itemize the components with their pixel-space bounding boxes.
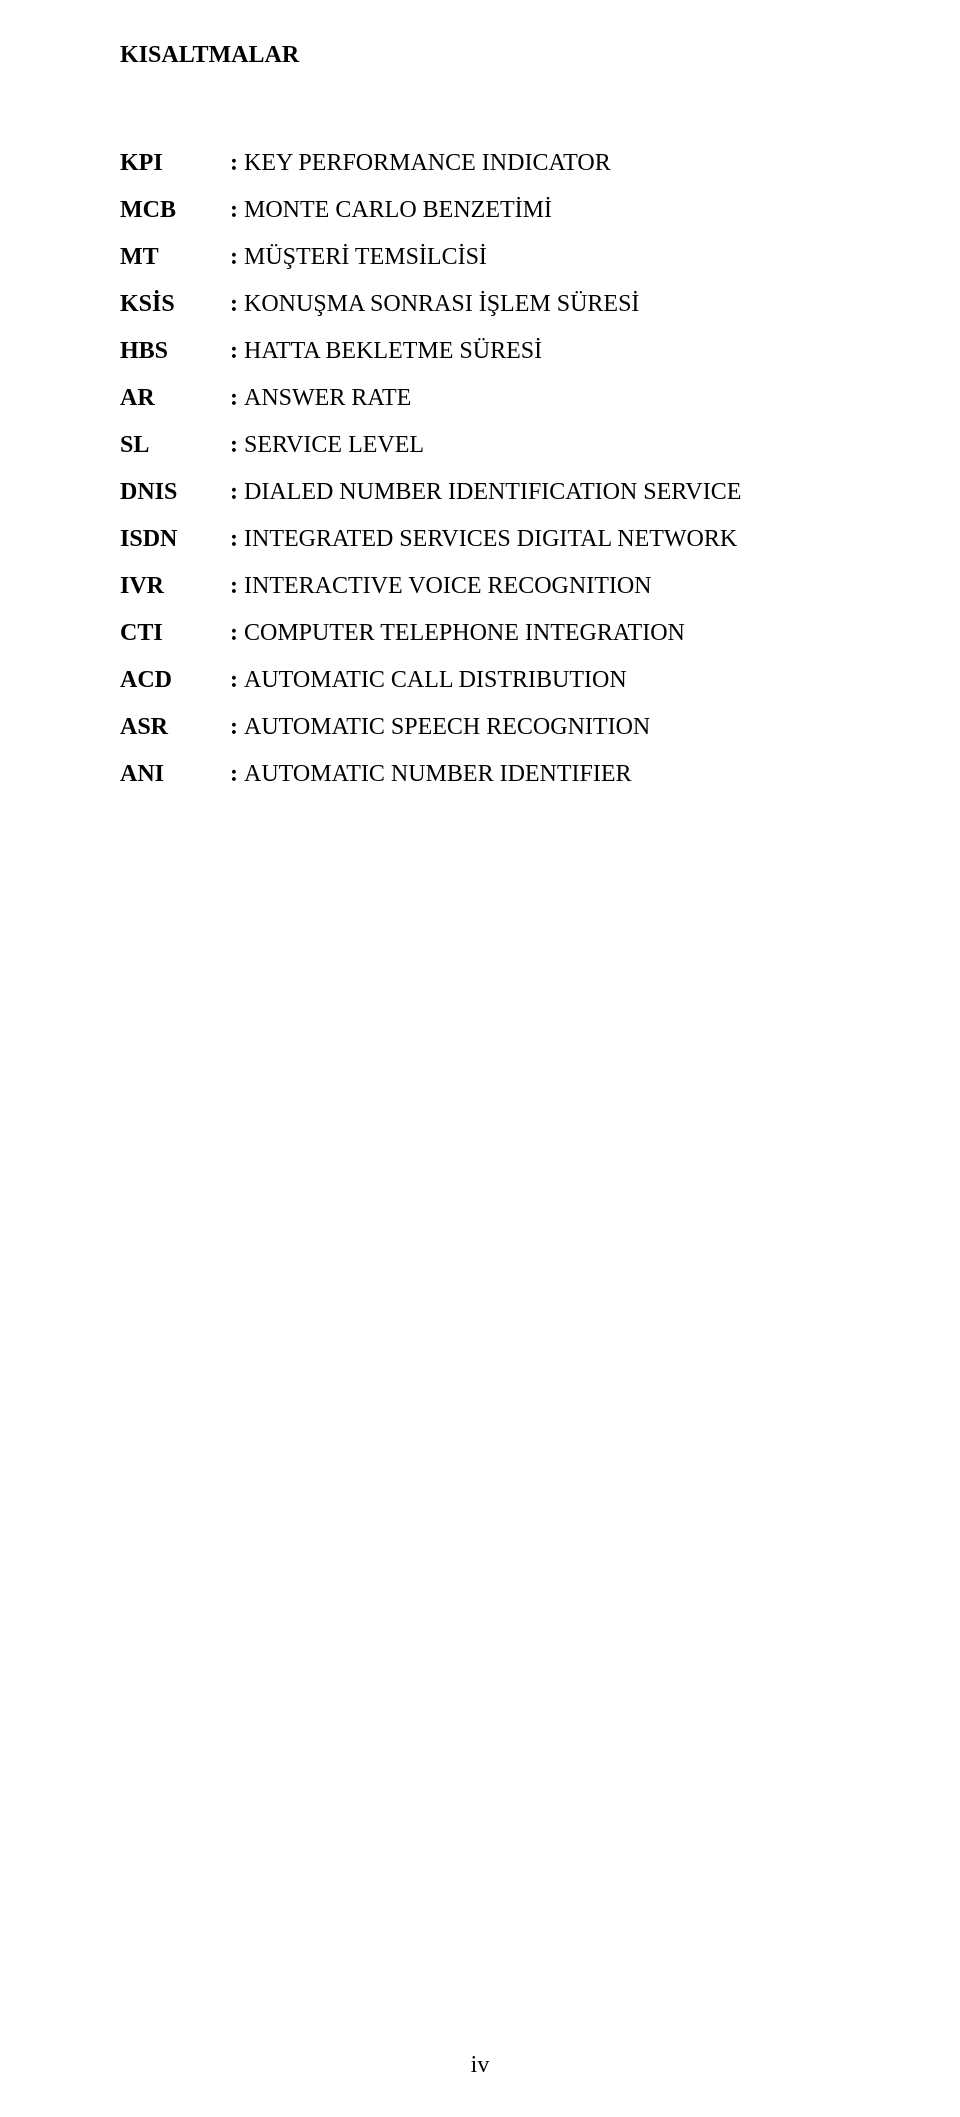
table-row: HBS : HATTA BEKLETME SÜRESİ [120,339,880,363]
table-row: SL : SERVICE LEVEL [120,433,880,457]
definition: SERVICE LEVEL [244,433,880,457]
page-title: KISALTMALAR [120,42,880,69]
abbreviation: ASR [120,715,230,739]
page-number: iv [0,2052,960,2079]
abbreviation: KPI [120,151,230,175]
colon-separator: : [230,245,244,269]
table-row: ACD : AUTOMATIC CALL DISTRIBUTION [120,668,880,692]
definition: MÜŞTERİ TEMSİLCİSİ [244,245,880,269]
definition: COMPUTER TELEPHONE INTEGRATION [244,621,880,645]
colon-separator: : [230,621,244,645]
abbreviation: AR [120,386,230,410]
colon-separator: : [230,339,244,363]
abbreviation: MT [120,245,230,269]
table-row: KPI : KEY PERFORMANCE INDICATOR [120,151,880,175]
definition: HATTA BEKLETME SÜRESİ [244,339,880,363]
colon-separator: : [230,762,244,786]
abbreviation: IVR [120,574,230,598]
colon-separator: : [230,433,244,457]
abbreviation: ACD [120,668,230,692]
colon-separator: : [230,151,244,175]
definition: ANSWER RATE [244,386,880,410]
table-row: MCB : MONTE CARLO BENZETİMİ [120,198,880,222]
definition: AUTOMATIC SPEECH RECOGNITION [244,715,880,739]
abbreviation: ISDN [120,527,230,551]
definition: AUTOMATIC CALL DISTRIBUTION [244,668,880,692]
colon-separator: : [230,292,244,316]
abbreviation: MCB [120,198,230,222]
table-row: DNIS : DIALED NUMBER IDENTIFICATION SERV… [120,480,880,504]
table-row: KSİS : KONUŞMA SONRASI İŞLEM SÜRESİ [120,292,880,316]
definition: INTEGRATED SERVICES DIGITAL NETWORK [244,527,880,551]
colon-separator: : [230,480,244,504]
table-row: IVR : INTERACTIVE VOICE RECOGNITION [120,574,880,598]
definition: KONUŞMA SONRASI İŞLEM SÜRESİ [244,292,880,316]
table-row: ANI : AUTOMATIC NUMBER IDENTIFIER [120,762,880,786]
definition: INTERACTIVE VOICE RECOGNITION [244,574,880,598]
abbreviation: KSİS [120,292,230,316]
abbreviation: ANI [120,762,230,786]
abbreviation: SL [120,433,230,457]
colon-separator: : [230,527,244,551]
table-row: CTI : COMPUTER TELEPHONE INTEGRATION [120,621,880,645]
abbreviation: CTI [120,621,230,645]
colon-separator: : [230,668,244,692]
abbreviation: DNIS [120,480,230,504]
abbreviation: HBS [120,339,230,363]
table-row: MT : MÜŞTERİ TEMSİLCİSİ [120,245,880,269]
colon-separator: : [230,715,244,739]
colon-separator: : [230,574,244,598]
definition: AUTOMATIC NUMBER IDENTIFIER [244,762,880,786]
definition: KEY PERFORMANCE INDICATOR [244,151,880,175]
colon-separator: : [230,386,244,410]
colon-separator: : [230,198,244,222]
definition: DIALED NUMBER IDENTIFICATION SERVICE [244,480,880,504]
definition: MONTE CARLO BENZETİMİ [244,198,880,222]
page-container: KISALTMALAR KPI : KEY PERFORMANCE INDICA… [0,0,960,2117]
table-row: ASR : AUTOMATIC SPEECH RECOGNITION [120,715,880,739]
table-row: ISDN : INTEGRATED SERVICES DIGITAL NETWO… [120,527,880,551]
table-row: AR : ANSWER RATE [120,386,880,410]
